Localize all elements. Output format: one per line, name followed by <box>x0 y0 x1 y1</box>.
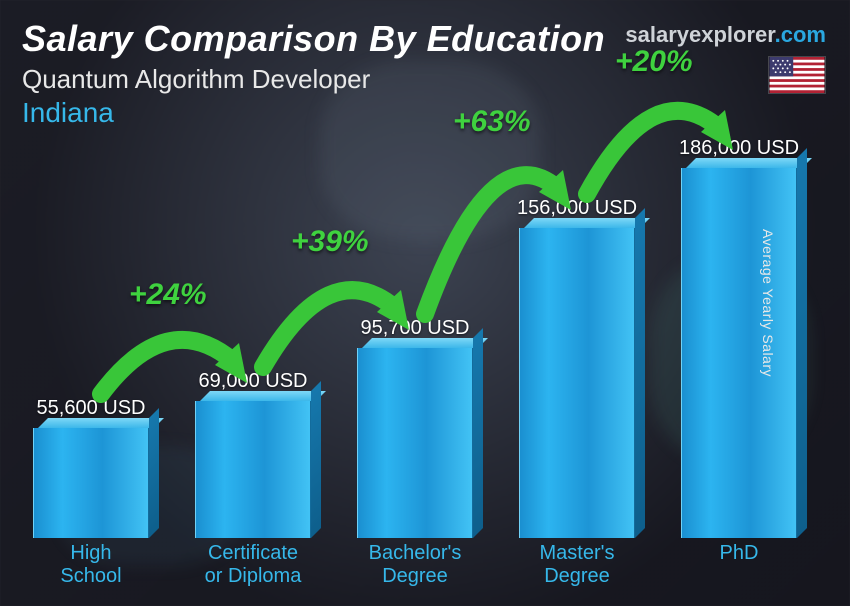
x-axis-label: Certificateor Diploma <box>182 538 324 586</box>
brand-part1: salaryexplorer <box>625 22 774 47</box>
job-title: Quantum Algorithm Developer <box>22 64 828 95</box>
salary-bar-chart: 55,600 USD69,000 USD95,700 USD156,000 US… <box>20 66 810 586</box>
y-axis-label: Average Yearly Salary <box>760 229 776 377</box>
increase-arc <box>263 290 395 367</box>
brand-part2: .com <box>775 22 826 47</box>
increase-percent-label: +39% <box>291 225 369 259</box>
location: Indiana <box>22 97 828 129</box>
x-axis-label: Master'sDegree <box>506 538 648 586</box>
x-axis-label: Bachelor'sDegree <box>344 538 486 586</box>
x-axis-label: PhD <box>668 538 810 586</box>
x-axis-label: HighSchool <box>20 538 162 586</box>
increase-percent-label: +24% <box>129 278 207 312</box>
brand-logo: salaryexplorer.com <box>625 22 826 48</box>
increase-arc <box>101 340 233 394</box>
flag-icon <box>768 56 826 94</box>
increase-arc <box>425 175 557 314</box>
